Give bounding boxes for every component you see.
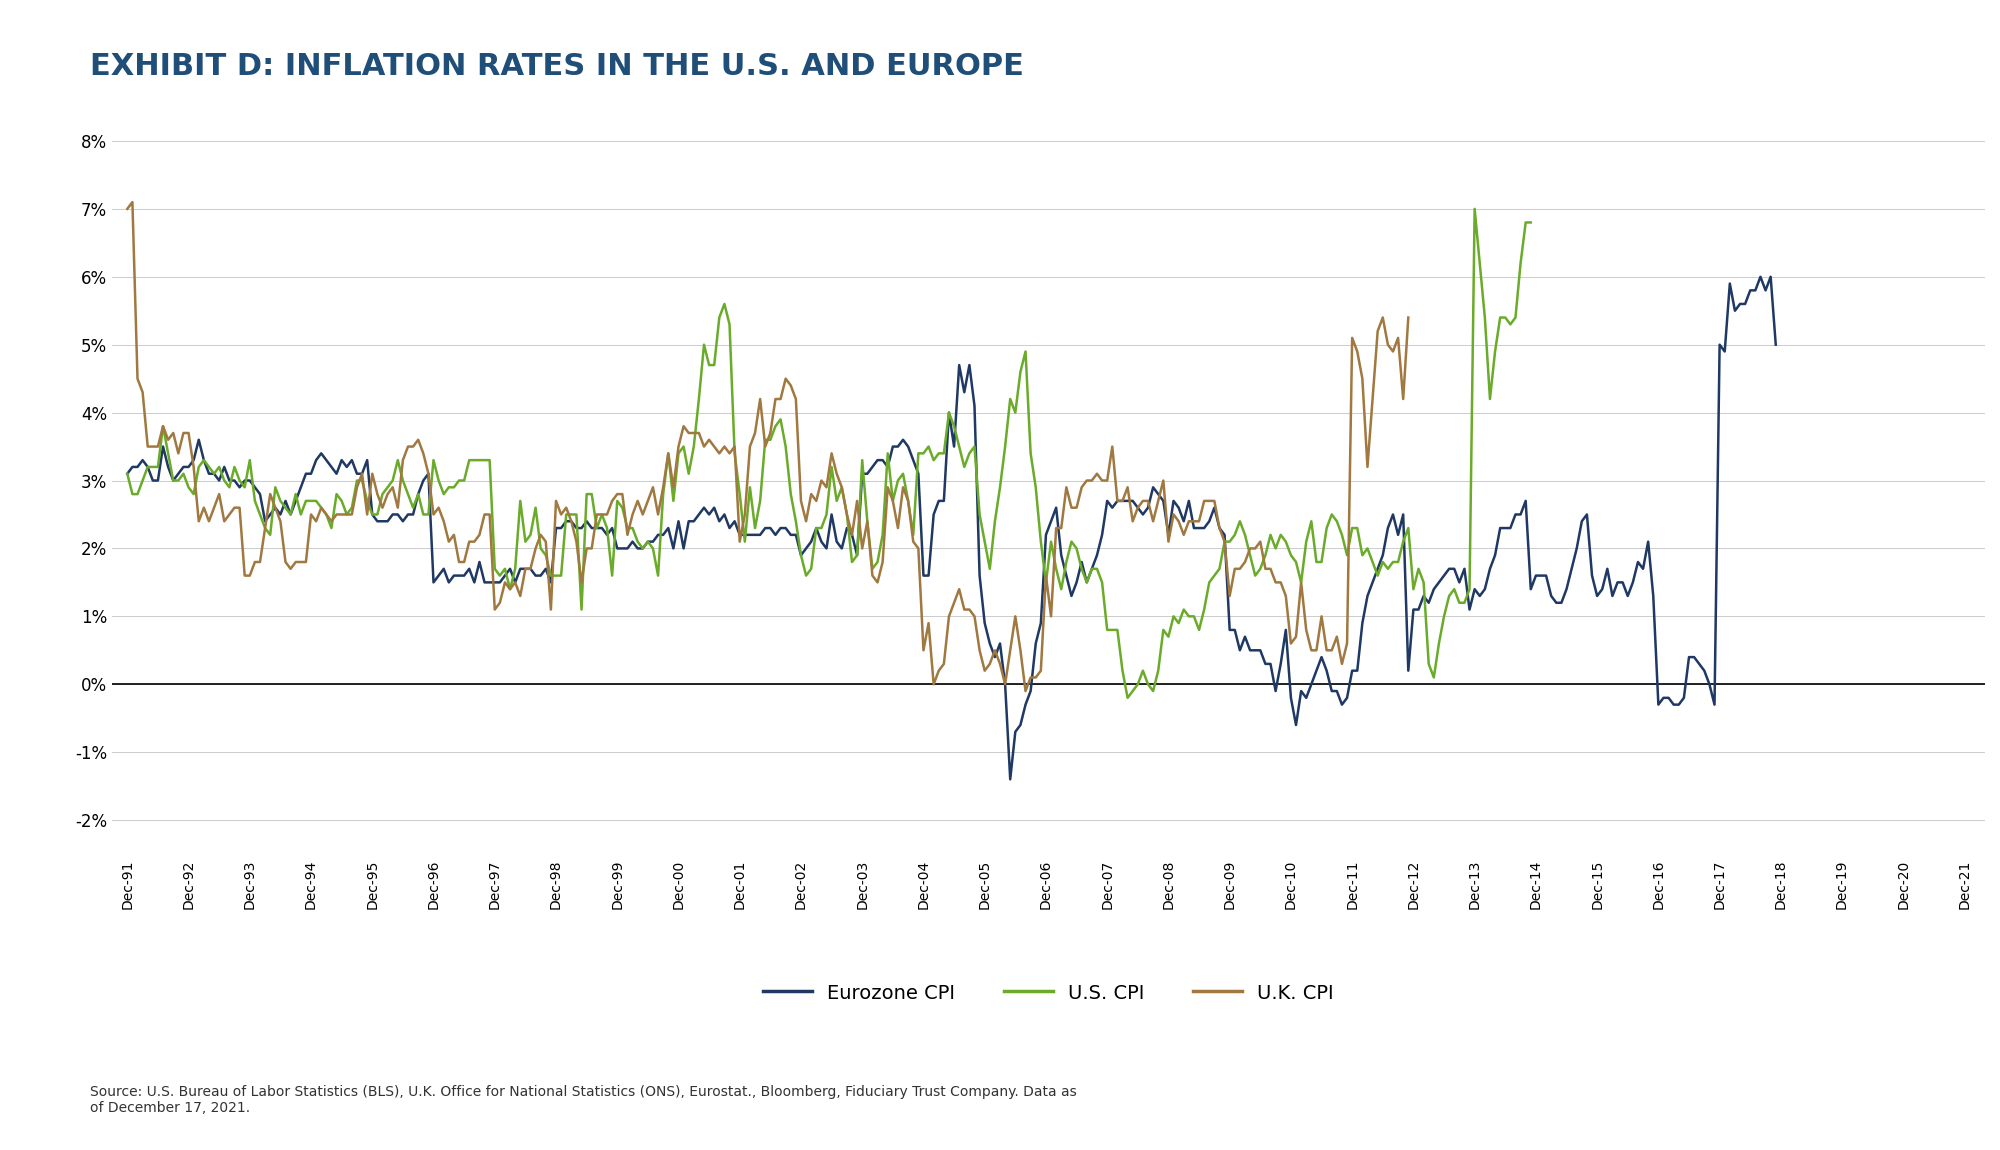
U.K. CPI (936, 610, 960, 623)
U.K. CPI (1024, 670, 1048, 684)
U.S. CPI (116, 467, 140, 481)
Eurozone CPI (1748, 270, 1772, 284)
U.K. CPI (146, 439, 170, 453)
Line: Eurozone CPI: Eurozone CPI (128, 277, 1776, 780)
U.K. CPI (1396, 310, 1420, 324)
U.K. CPI (1376, 338, 1400, 352)
Eurozone CPI (1518, 582, 1542, 596)
U.K. CPI (504, 575, 528, 589)
Eurozone CPI (998, 773, 1022, 787)
Eurozone CPI (356, 453, 380, 467)
U.S. CPI (952, 460, 976, 474)
U.S. CPI (300, 494, 324, 508)
U.K. CPI (1014, 684, 1038, 698)
U.S. CPI (830, 481, 854, 494)
U.S. CPI (1116, 691, 1140, 705)
Eurozone CPI (1356, 589, 1380, 603)
Eurozone CPI (1666, 698, 1690, 712)
Text: EXHIBIT D: INFLATION RATES IN THE U.S. AND EUROPE: EXHIBIT D: INFLATION RATES IN THE U.S. A… (90, 52, 1024, 81)
U.K. CPI (1142, 514, 1166, 528)
Line: U.K. CPI: U.K. CPI (128, 202, 1408, 691)
U.S. CPI (1462, 202, 1486, 216)
Legend: Eurozone CPI, U.S. CPI, U.K. CPI: Eurozone CPI, U.S. CPI, U.K. CPI (756, 976, 1342, 1011)
U.S. CPI (846, 549, 870, 562)
U.K. CPI (120, 196, 144, 209)
U.K. CPI (116, 202, 140, 216)
Eurozone CPI (560, 514, 584, 528)
Text: Source: U.S. Bureau of Labor Statistics (BLS), U.K. Office for National Statisti: Source: U.S. Bureau of Labor Statistics … (90, 1086, 1076, 1116)
U.S. CPI (636, 535, 660, 549)
Eurozone CPI (1764, 338, 1788, 352)
Line: U.S. CPI: U.S. CPI (128, 209, 1530, 698)
U.S. CPI (1518, 215, 1542, 229)
U.S. CPI (1090, 575, 1114, 589)
Eurozone CPI (1232, 630, 1256, 644)
Eurozone CPI (116, 467, 140, 481)
